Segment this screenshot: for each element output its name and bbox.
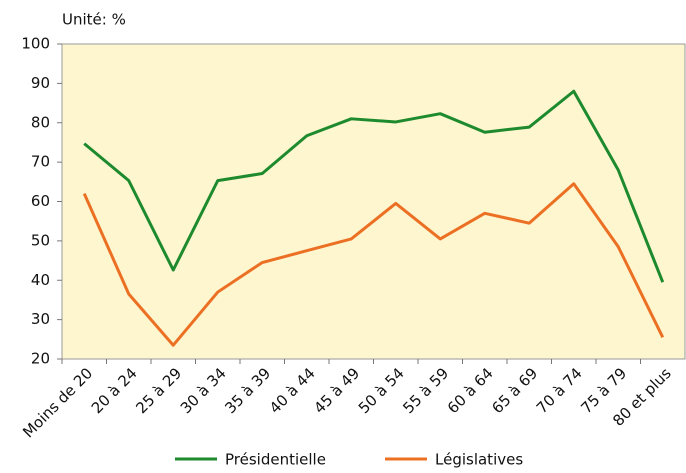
x-tick-label: 40 à 44 <box>266 364 319 417</box>
x-tick-label: 35 à 39 <box>221 364 274 417</box>
x-tick-label: 25 à 29 <box>132 364 185 417</box>
y-tick-label: 30 <box>31 310 50 328</box>
chart-subtitle: Unité: % <box>62 11 126 29</box>
x-tick-label: 45 à 49 <box>310 364 363 417</box>
y-tick-label: 100 <box>21 35 50 53</box>
x-tick-label: 70 à 74 <box>533 364 586 417</box>
series-line <box>82 182 665 347</box>
y-tick-label: 50 <box>31 231 50 249</box>
x-tick-label: Moins de 20 <box>19 364 96 441</box>
plot-area <box>61 43 686 360</box>
x-tick-label: 55 à 59 <box>399 364 452 417</box>
y-tick-label: 20 <box>31 350 50 368</box>
x-tick-label: 65 à 69 <box>488 364 541 417</box>
y-tick-label: 40 <box>31 271 50 289</box>
y-tick-label: 90 <box>31 74 50 92</box>
series-line <box>83 89 665 283</box>
x-tick-label: 20 à 24 <box>88 364 141 417</box>
y-tick-label: 70 <box>31 153 50 171</box>
y-tick-label: 60 <box>31 192 50 210</box>
legend-label: Législatives <box>435 451 523 469</box>
x-tick-label: 30 à 34 <box>177 364 230 417</box>
y-tick-label: 80 <box>31 113 50 131</box>
x-tick-label: 60 à 64 <box>444 364 497 417</box>
legend-label: Présidentielle <box>225 451 326 469</box>
x-tick-label: 50 à 54 <box>355 364 408 417</box>
